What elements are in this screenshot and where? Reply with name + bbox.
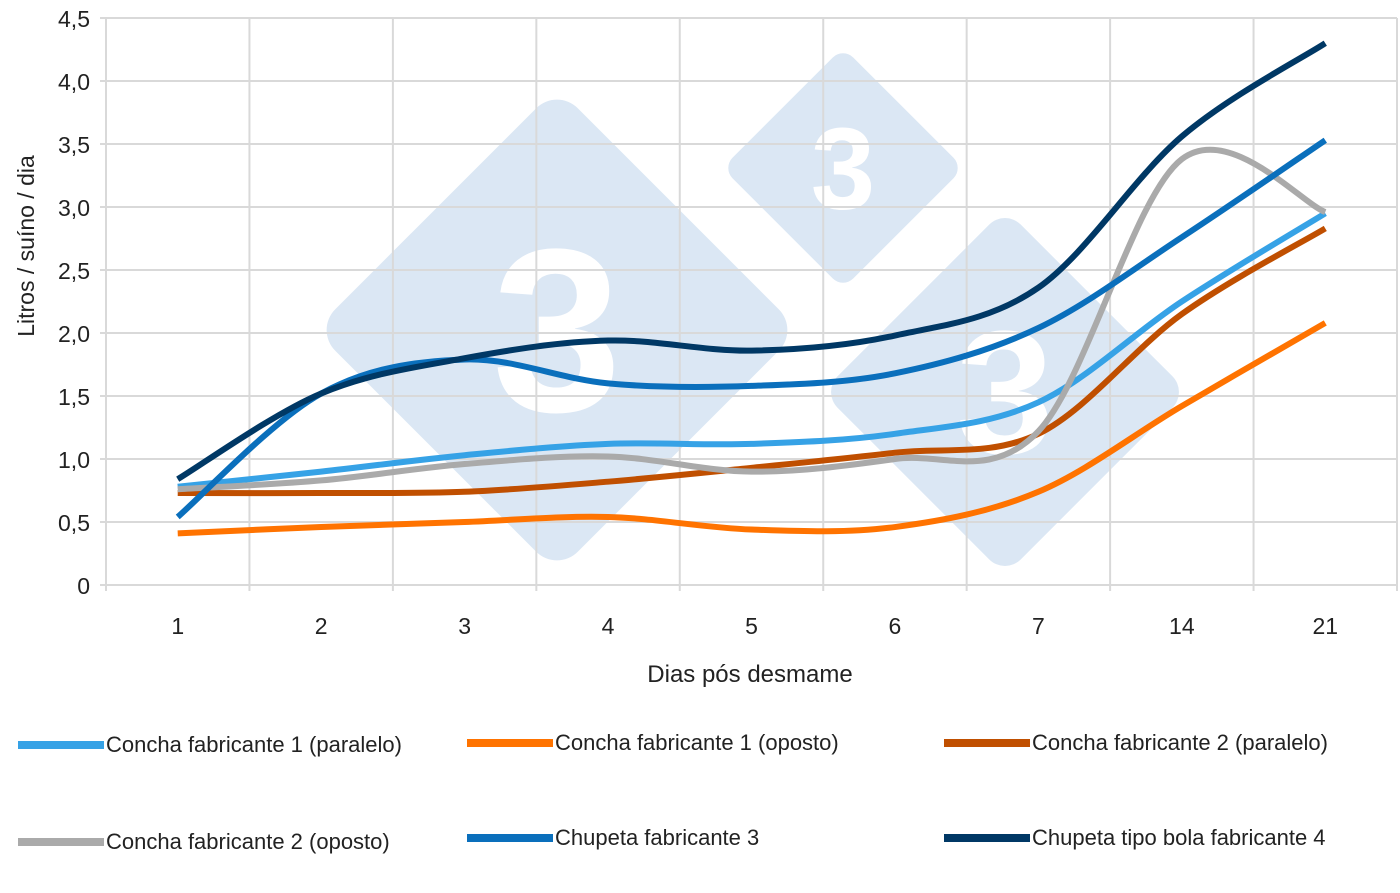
x-tick-label: 1 [171, 613, 184, 639]
legend-swatch [18, 741, 104, 749]
y-tick-label: 2,5 [58, 258, 90, 284]
legend-swatch [944, 834, 1030, 842]
y-axis-label: Litros / suíno / dia [13, 155, 39, 337]
series-line [175, 137, 1327, 520]
series-lines [175, 40, 1327, 537]
watermark-logo: 333 [326, 53, 1179, 566]
legend-label: Concha fabricante 2 (oposto) [106, 829, 390, 854]
legend-label: Chupeta tipo bola fabricante 4 [1032, 825, 1326, 850]
series-line [177, 320, 1327, 537]
legend-label: Concha fabricante 1 (oposto) [555, 730, 839, 755]
y-tick-label: 3,0 [58, 195, 90, 221]
legend-label: Concha fabricante 2 (paralelo) [1032, 730, 1328, 755]
y-tick-label: 1,5 [58, 384, 90, 410]
legend-item: Concha fabricante 2 (oposto) [18, 829, 390, 855]
watermark-diamond [728, 53, 958, 283]
legend-swatch [467, 739, 553, 747]
series-line [177, 210, 1327, 490]
legend-swatch [18, 838, 104, 846]
x-tick-label: 5 [745, 613, 758, 639]
y-tick-label: 0,5 [58, 510, 90, 536]
legend-item: Chupeta tipo bola fabricante 4 [944, 825, 1326, 851]
x-tick-label: 2 [315, 613, 328, 639]
y-tick-label: 2,0 [58, 321, 90, 347]
x-axis-label: Dias pós desmame [647, 661, 852, 688]
legend-label: Chupeta fabricante 3 [555, 825, 760, 850]
y-tick-label: 4,5 [58, 6, 90, 32]
y-tick-label: 0 [77, 573, 90, 599]
x-tick-label: 6 [889, 613, 902, 639]
series-line [177, 225, 1327, 497]
x-tick-label: 4 [602, 613, 615, 639]
y-tick-label: 3,5 [58, 132, 90, 158]
x-tick-label: 7 [1032, 613, 1045, 639]
line-chart: 3 3 3 0 0,5 1,0 1,5 2,0 2,5 3,0 3,5 4,0 4,5 1 2 3 4 5 6 7… [13, 6, 1398, 688]
x-tick-label: 3 [458, 613, 471, 639]
legend-item: Concha fabricante 1 (paralelo) [18, 732, 402, 758]
legend-item: Chupeta fabricante 3 [467, 825, 759, 851]
series-line [177, 146, 1327, 493]
y-tick-label: 4,0 [58, 69, 90, 95]
series-line [176, 40, 1327, 482]
legend-item: Concha fabricante 1 (oposto) [467, 730, 839, 756]
x-tick-label: 14 [1169, 613, 1195, 639]
legend-label: Concha fabricante 1 (paralelo) [106, 732, 402, 757]
legend-swatch [944, 739, 1030, 747]
y-tick-labels: 0 0,5 1,0 1,5 2,0 2,5 3,0 3,5 4,0 4,5 [58, 6, 90, 599]
watermark-glyph: 3 [811, 103, 875, 233]
watermark-diamond [831, 218, 1179, 566]
legend-item: Concha fabricante 2 (paralelo) [944, 730, 1328, 756]
legend-swatch [467, 834, 553, 842]
x-tick-labels: 1 2 3 4 5 6 7 14 21 [171, 613, 1338, 639]
y-tick-label: 1,0 [58, 447, 90, 473]
x-tick-label: 21 [1312, 613, 1338, 639]
watermark-glyph: 3 [492, 201, 621, 461]
